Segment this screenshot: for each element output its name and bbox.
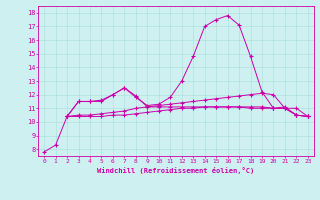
X-axis label: Windchill (Refroidissement éolien,°C): Windchill (Refroidissement éolien,°C) xyxy=(97,167,255,174)
